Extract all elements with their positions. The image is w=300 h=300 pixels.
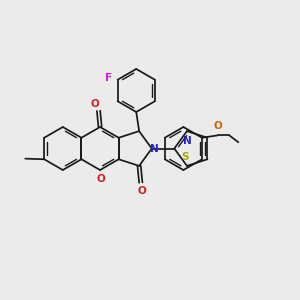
Text: O: O — [138, 186, 147, 196]
Text: F: F — [105, 73, 112, 83]
Text: O: O — [96, 174, 105, 184]
Text: O: O — [91, 99, 99, 109]
Text: N: N — [150, 143, 158, 154]
Text: O: O — [213, 122, 222, 131]
Text: S: S — [182, 152, 189, 162]
Text: N: N — [183, 136, 191, 146]
